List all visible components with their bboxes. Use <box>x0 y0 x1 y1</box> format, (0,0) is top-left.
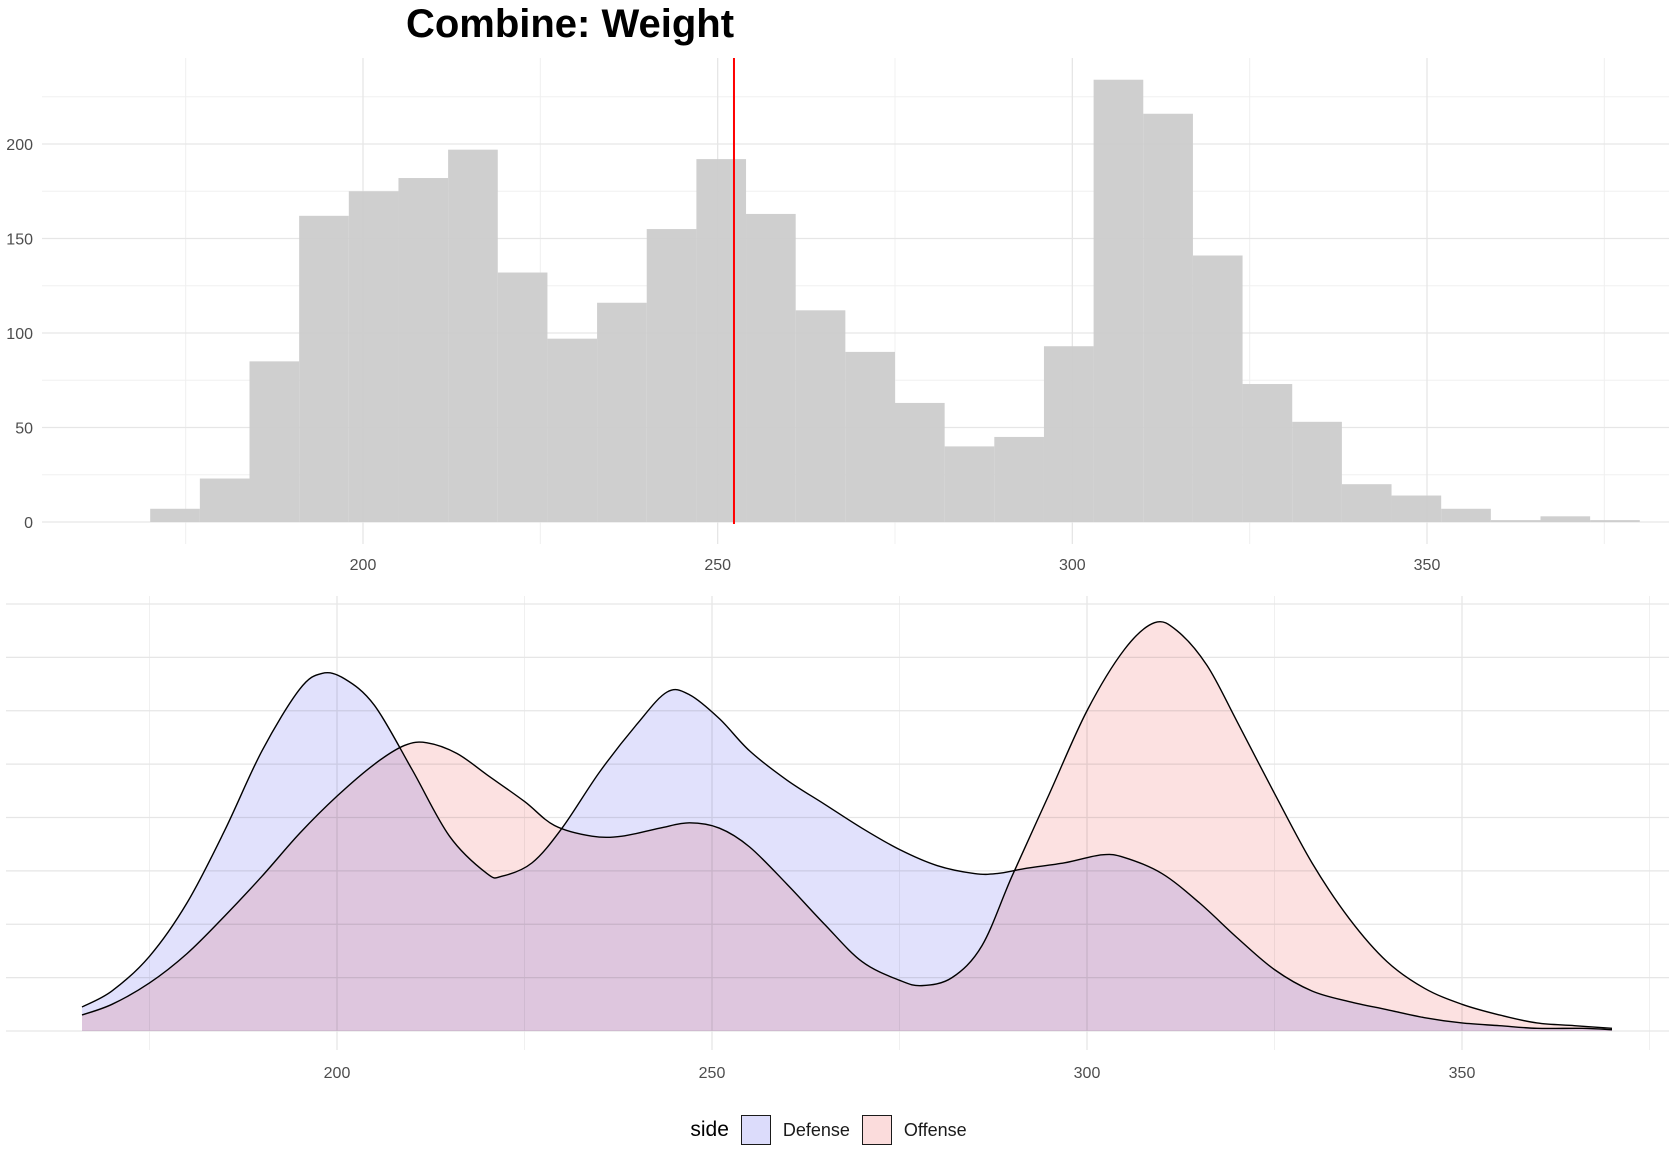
histogram-bar <box>845 351 895 522</box>
histogram-bar <box>348 191 399 522</box>
density-x-tick-label: 250 <box>699 1065 726 1082</box>
histogram-bar <box>1093 79 1144 523</box>
legend-item-defense: Defense <box>740 1115 850 1145</box>
histogram-bar <box>944 446 995 522</box>
histogram-bar <box>1490 520 1541 522</box>
density-x-tick-label: 200 <box>324 1065 351 1082</box>
legend-label-offense: Offense <box>903 1119 967 1140</box>
histogram-bar <box>1341 484 1392 522</box>
legend-label-defense: Defense <box>782 1119 850 1140</box>
hist-x-tick-label: 300 <box>1059 557 1086 574</box>
histogram-bar <box>696 159 747 522</box>
histogram-bar <box>1242 384 1293 522</box>
density-x-tick-label: 350 <box>1449 1065 1476 1082</box>
histogram-bar <box>249 361 300 522</box>
histogram-panel: 200 250 300 350 0 50 100 150 200 <box>6 58 1669 574</box>
histogram-bar <box>994 436 1044 522</box>
hist-y-tick-label: 50 <box>15 421 33 438</box>
histogram-bar <box>646 229 697 523</box>
hist-y-tick-label: 150 <box>6 232 33 249</box>
histogram-bar <box>1043 346 1094 522</box>
chart-title: Combine: Weight <box>405 2 735 46</box>
density-area-offense <box>82 621 1612 1031</box>
legend-key-offense <box>861 1115 892 1145</box>
histogram-bar <box>398 178 449 522</box>
histogram-bar <box>1292 421 1342 522</box>
histogram-bar <box>746 213 796 522</box>
histogram-bar <box>150 508 200 522</box>
histogram-bar <box>1391 495 1442 522</box>
legend-item-offense: Offense <box>861 1115 967 1145</box>
hist-y-tick-label: 0 <box>24 515 33 532</box>
histogram-bar <box>497 272 548 522</box>
histogram-bar <box>1441 508 1491 522</box>
density-x-tick-label: 300 <box>1074 1065 1101 1082</box>
histogram-bar <box>1143 113 1193 522</box>
legend: side Defense Offense <box>0 1115 1669 1145</box>
plots-canvas: 200 250 300 350 0 50 100 150 200 200 250 300 350 <box>6 58 1669 1082</box>
legend-key-defense <box>740 1115 771 1145</box>
histogram-bar <box>199 478 250 522</box>
histogram-bar <box>1590 520 1640 522</box>
histogram-bar <box>597 302 647 522</box>
histogram-bar <box>795 310 846 522</box>
histogram-bar <box>895 402 945 522</box>
density-line-offense <box>81 620 1613 1030</box>
legend-title: side <box>690 1118 729 1141</box>
histogram-bar <box>1540 516 1591 522</box>
histogram-bar <box>547 338 598 522</box>
histogram-bar <box>448 149 498 523</box>
hist-y-tick-label: 100 <box>6 326 33 343</box>
histogram-bar <box>1192 255 1243 522</box>
density-panel: 200 250 300 350 <box>6 596 1669 1082</box>
hist-x-tick-label: 350 <box>1414 557 1441 574</box>
hist-y-tick-label: 200 <box>6 137 33 154</box>
hist-x-tick-label: 250 <box>704 557 731 574</box>
histogram-bar <box>299 215 349 522</box>
hist-x-tick-label: 200 <box>350 557 377 574</box>
